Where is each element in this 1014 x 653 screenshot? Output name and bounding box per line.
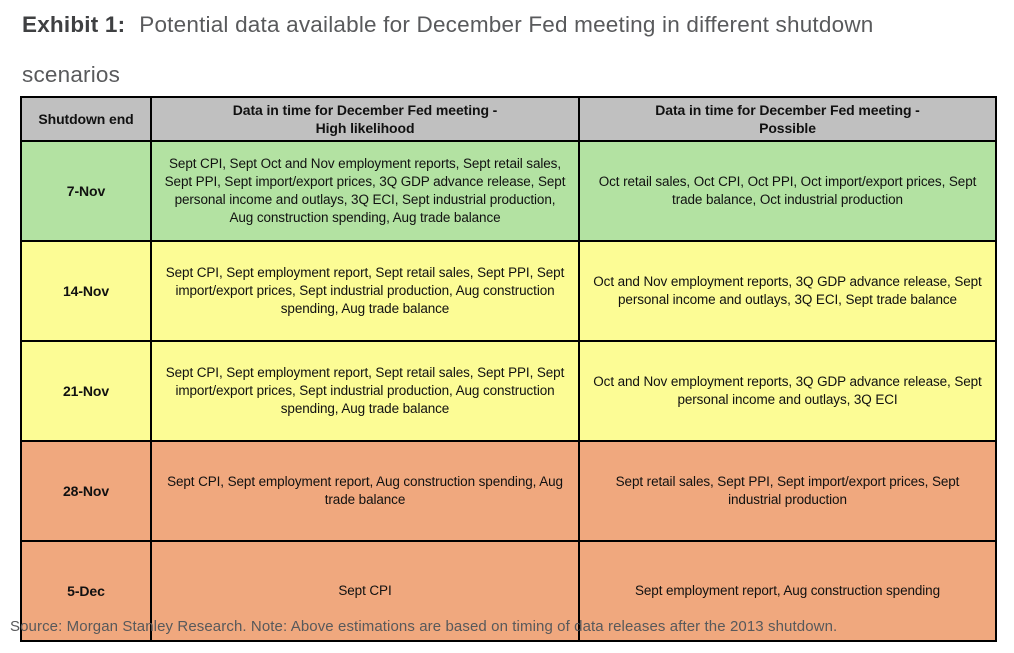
table-row-14nov: 14-Nov Sept CPI, Sept employment report,… — [20, 240, 997, 342]
high-likelihood-cell: Sept CPI, Sept employment report, Aug co… — [150, 440, 580, 542]
header-row: Shutdown end Data in time for December F… — [20, 96, 997, 142]
shutdown-end-cell: 5-Dec — [20, 540, 152, 642]
exhibit-table-container: Shutdown end Data in time for December F… — [20, 96, 997, 642]
column-header-line1: Data in time for December Fed meeting - — [655, 101, 920, 118]
column-header-label: Shutdown end — [38, 110, 134, 127]
table-row-5dec: 5-Dec Sept CPI Sept employment report, A… — [20, 540, 997, 642]
exhibit-title-text: Potential data available for December Fe… — [22, 12, 874, 87]
table-row-21nov: 21-Nov Sept CPI, Sept employment report,… — [20, 340, 997, 442]
shutdown-end-cell: 14-Nov — [20, 240, 152, 342]
possible-cell: Sept retail sales, Sept PPI, Sept import… — [578, 440, 997, 542]
shutdown-scenarios-table: Shutdown end Data in time for December F… — [20, 96, 997, 642]
shutdown-end-cell: 28-Nov — [20, 440, 152, 542]
high-likelihood-cell: Sept CPI, Sept Oct and Nov employment re… — [150, 140, 580, 242]
column-header-line2: Possible — [759, 120, 816, 136]
possible-cell: Sept employment report, Aug construction… — [578, 540, 997, 642]
high-likelihood-cell: Sept CPI, Sept employment report, Sept r… — [150, 340, 580, 442]
possible-cell: Oct and Nov employment reports, 3Q GDP a… — [578, 240, 997, 342]
exhibit-title: Exhibit 1: Potential data available for D… — [22, 0, 922, 100]
exhibit-label: Exhibit 1: — [22, 12, 126, 37]
possible-cell: Oct retail sales, Oct CPI, Oct PPI, Oct … — [578, 140, 997, 242]
column-header-line1: Data in time for December Fed meeting - — [232, 101, 498, 118]
column-header-line2: High likelihood — [315, 120, 415, 136]
column-header-shutdown-end: Shutdown end — [20, 96, 152, 142]
column-header-possible: Data in time for December Fed meeting - … — [578, 96, 997, 142]
table-row-28nov: 28-Nov Sept CPI, Sept employment report,… — [20, 440, 997, 542]
shutdown-end-cell: 7-Nov — [20, 140, 152, 242]
column-header-high-likelihood: Data in time for December Fed meeting - … — [150, 96, 580, 142]
source-note: Source: Morgan Stanley Research. Note: A… — [10, 618, 838, 635]
possible-cell: Oct and Nov employment reports, 3Q GDP a… — [578, 340, 997, 442]
shutdown-end-cell: 21-Nov — [20, 340, 152, 442]
high-likelihood-cell: Sept CPI — [150, 540, 580, 642]
high-likelihood-cell: Sept CPI, Sept employment report, Sept r… — [150, 240, 580, 342]
table-row-7nov: 7-Nov Sept CPI, Sept Oct and Nov employm… — [20, 140, 997, 242]
